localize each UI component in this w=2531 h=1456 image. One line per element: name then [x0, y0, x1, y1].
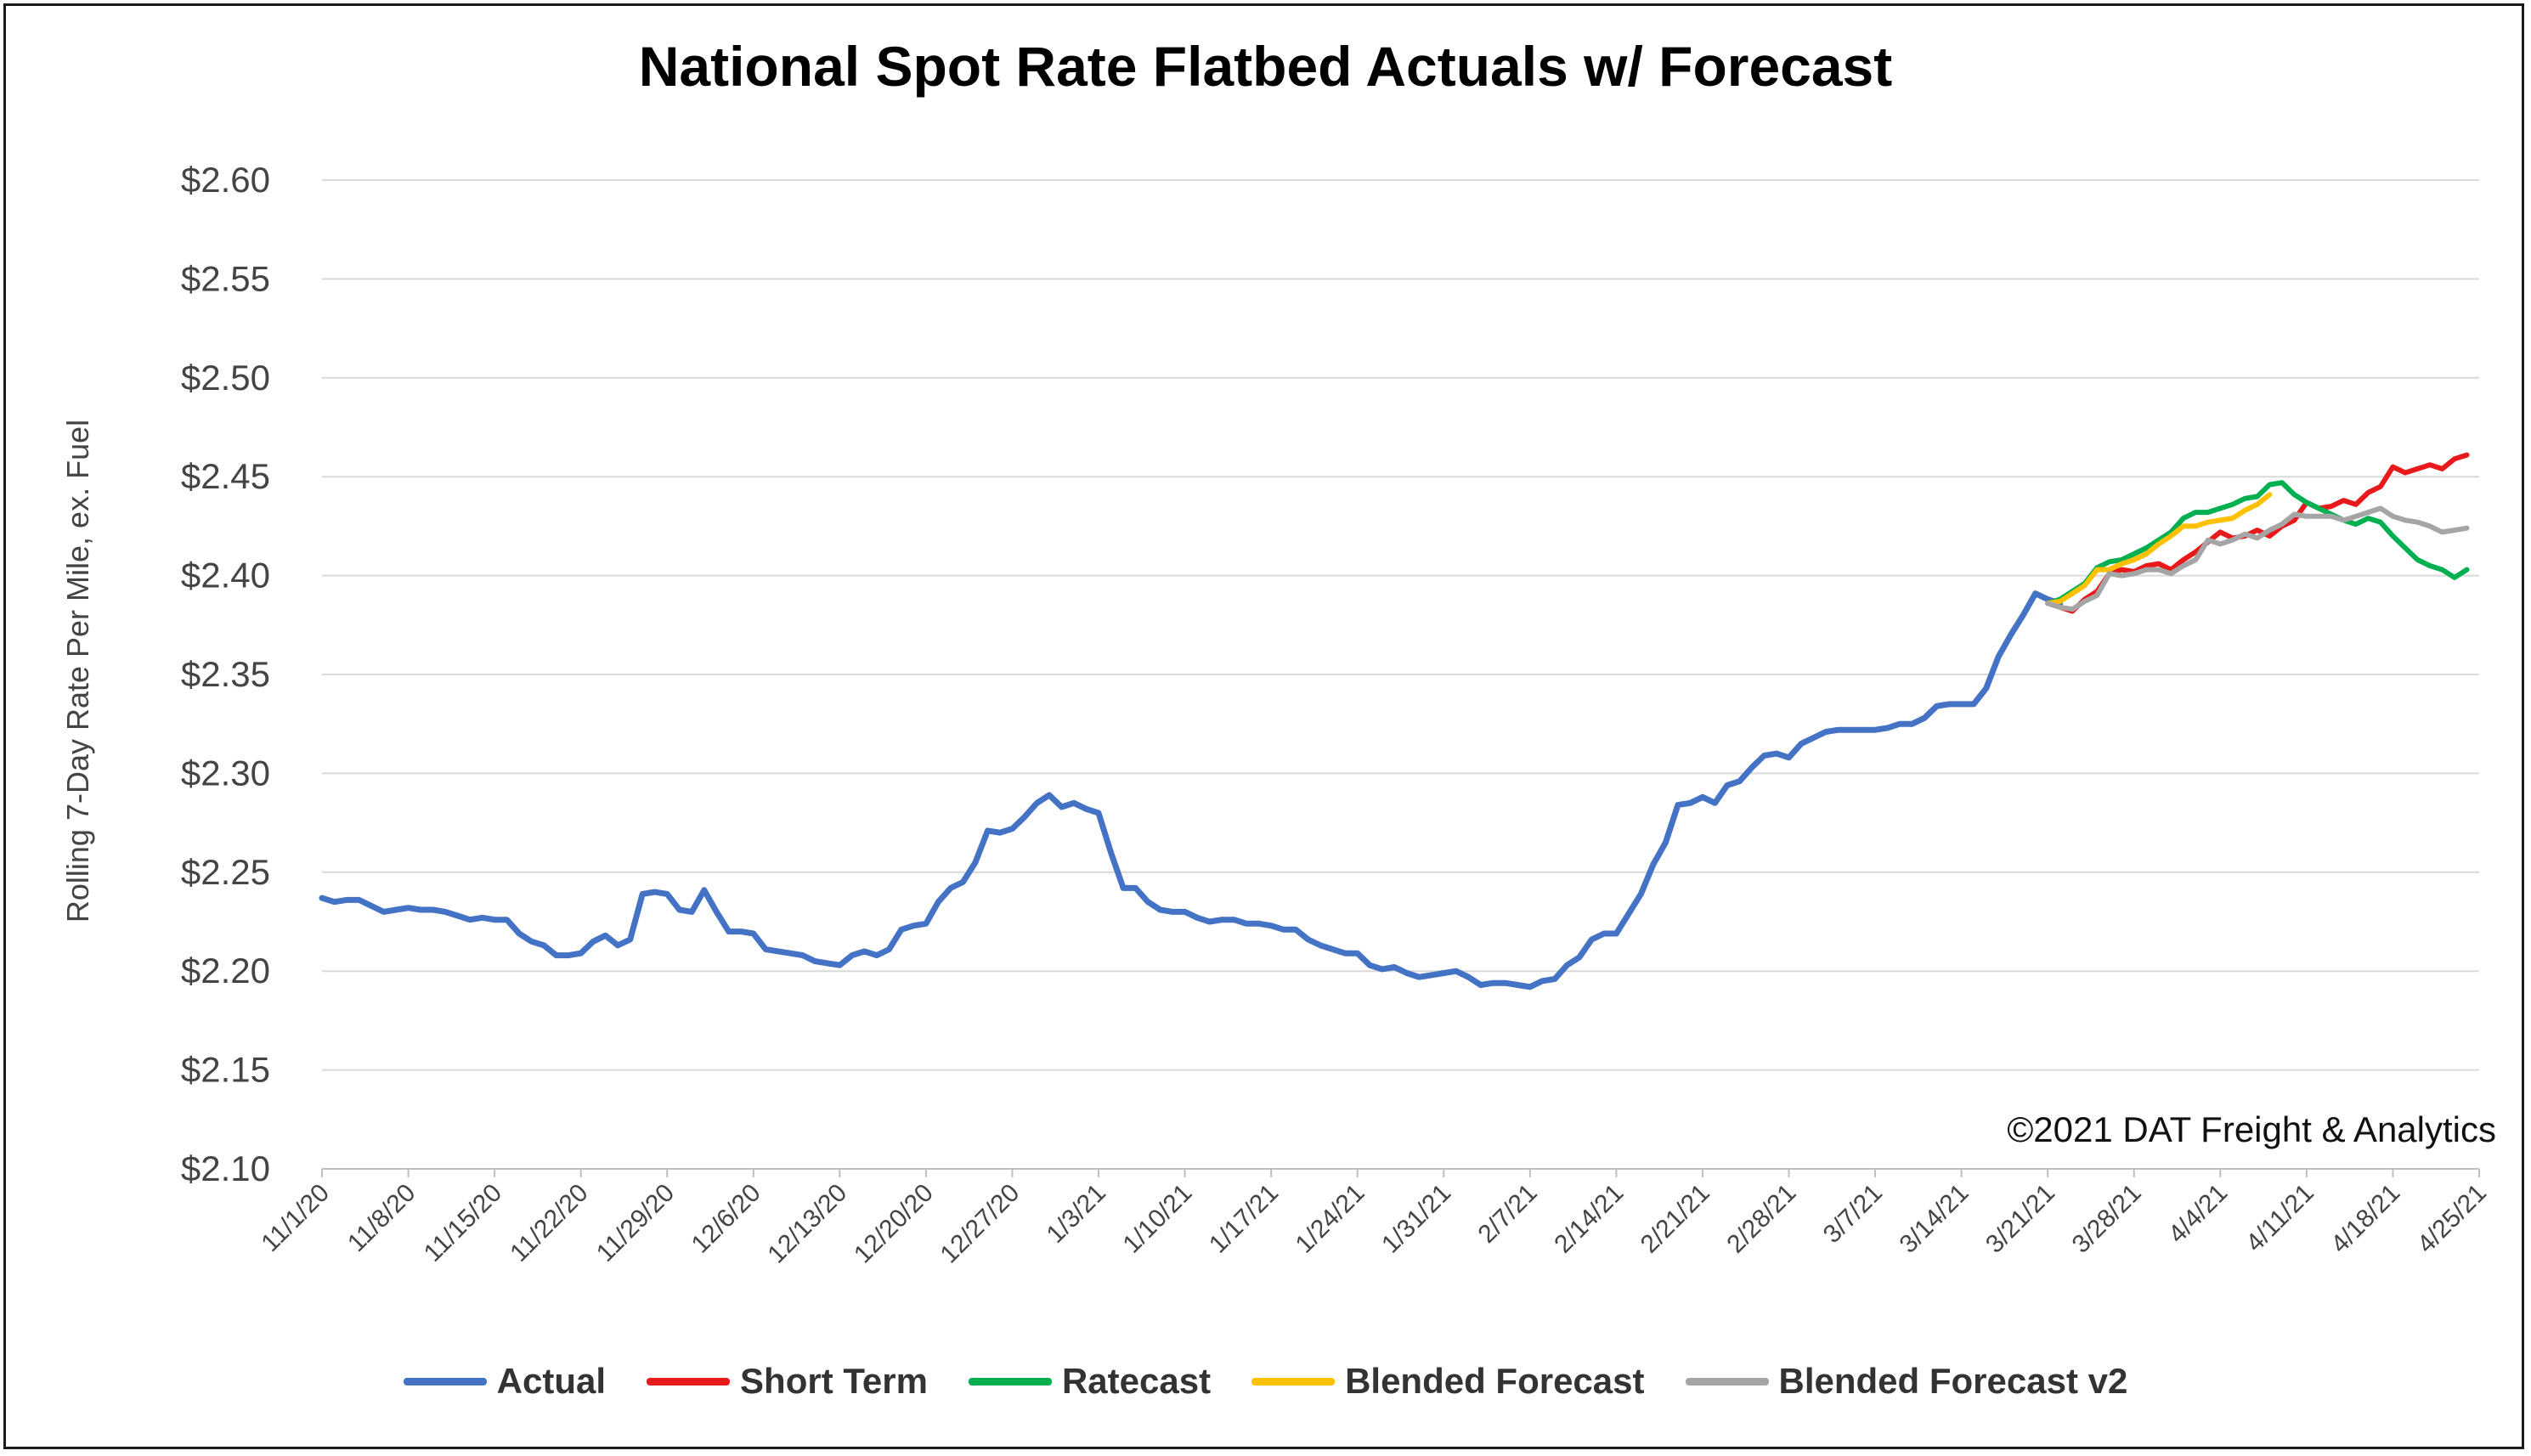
x-tick-label: 2/7/21 — [1472, 1179, 1542, 1249]
x-tick-label: 1/24/21 — [1291, 1179, 1370, 1259]
x-tick-label: 12/27/20 — [935, 1179, 1025, 1269]
series-line-actual — [319, 590, 2064, 990]
y-tick-label: $2.40 — [181, 556, 270, 595]
x-tick-label: 1/3/21 — [1042, 1179, 1111, 1249]
x-tick-label: 2/14/21 — [1549, 1179, 1629, 1259]
axes: $2.10 $2.15 $2.20 $2.25 $2.30 $2.35 $2.40 $2.45… — [181, 160, 2492, 1269]
series-line-blended-forecast — [2045, 492, 2273, 607]
y-tick-label: $2.60 — [181, 160, 270, 200]
x-tick-label: 12/20/20 — [849, 1179, 939, 1269]
x-tick-label: 2/21/21 — [1636, 1179, 1715, 1259]
y-tick-label: $2.30 — [181, 753, 270, 793]
x-tick-label: 3/7/21 — [1818, 1179, 1888, 1249]
legend: Actual Short Term Ratecast Blended Forecast… — [0, 1361, 2531, 1402]
x-tick-label: 12/6/20 — [686, 1179, 766, 1259]
chart-frame — [3, 3, 2524, 1449]
legend-swatch — [1251, 1377, 1336, 1385]
legend-label: Blended Forecast v2 — [1778, 1361, 2128, 1401]
x-tick-label: 4/4/21 — [2163, 1179, 2233, 1249]
y-tick-label: $2.45 — [181, 456, 270, 496]
x-tick-label: 3/21/21 — [1980, 1179, 2060, 1259]
legend-swatch — [1685, 1377, 1769, 1385]
y-tick-label: $2.25 — [181, 852, 270, 892]
x-tick-label: 4/11/21 — [2240, 1179, 2319, 1258]
legend-swatch — [647, 1377, 731, 1385]
legend-label: Blended Forecast — [1345, 1361, 1645, 1401]
x-tick-label: 3/14/21 — [1894, 1179, 1974, 1259]
y-tick-label: $2.10 — [181, 1148, 270, 1188]
x-tick-label: 3/28/21 — [2067, 1179, 2147, 1259]
x-tick-label: 2/28/21 — [1721, 1179, 1801, 1259]
legend-item: Blended Forecast v2 — [1685, 1361, 2128, 1402]
watermark: ©2021 DAT Freight & Analytics — [2007, 1109, 2496, 1149]
x-tick-label: 12/13/20 — [762, 1179, 852, 1269]
y-axis-label: Rolling 7-Day Rate Per Mile, ex. Fuel — [60, 420, 95, 923]
x-tick-label: 11/8/20 — [342, 1179, 421, 1258]
y-tick-label: $2.15 — [181, 1050, 270, 1090]
chart-title: National Spot Rate Flatbed Actuals w/ Fo… — [638, 35, 1893, 98]
x-tick-label: 1/31/21 — [1376, 1179, 1456, 1259]
x-tick-label: 11/1/20 — [256, 1179, 335, 1258]
x-tick-label: 11/29/20 — [591, 1179, 680, 1267]
legend-swatch — [968, 1377, 1052, 1385]
y-tick-label: $2.55 — [181, 258, 270, 298]
legend-item: Short Term — [647, 1361, 928, 1402]
series-line-blended-forecast-v2 — [2045, 505, 2470, 612]
legend-label: Short Term — [740, 1361, 928, 1401]
y-tick-label: $2.50 — [181, 358, 270, 398]
gridlines — [322, 179, 2479, 1071]
y-tick-label: $2.35 — [181, 654, 270, 694]
series-lines — [319, 452, 2470, 990]
series-line-short-term — [2045, 452, 2470, 614]
legend-label: Ratecast — [1061, 1361, 1212, 1401]
x-tick-label: 1/10/21 — [1117, 1179, 1197, 1259]
x-tick-label: 1/17/21 — [1204, 1179, 1284, 1259]
x-tick-label: 4/25/21 — [2412, 1179, 2492, 1259]
legend-swatch — [403, 1377, 487, 1385]
legend-item: Actual — [403, 1361, 607, 1402]
x-tick-label: 4/18/21 — [2325, 1179, 2405, 1259]
legend-item: Blended Forecast — [1251, 1361, 1645, 1402]
x-tick-label: 11/15/20 — [419, 1179, 507, 1267]
y-tick-label: $2.20 — [181, 951, 270, 990]
series-line-ratecast — [2045, 480, 2470, 607]
legend-item: Ratecast — [968, 1361, 1212, 1402]
x-tick-label: 11/22/20 — [505, 1179, 593, 1267]
legend-label: Actual — [496, 1361, 607, 1401]
